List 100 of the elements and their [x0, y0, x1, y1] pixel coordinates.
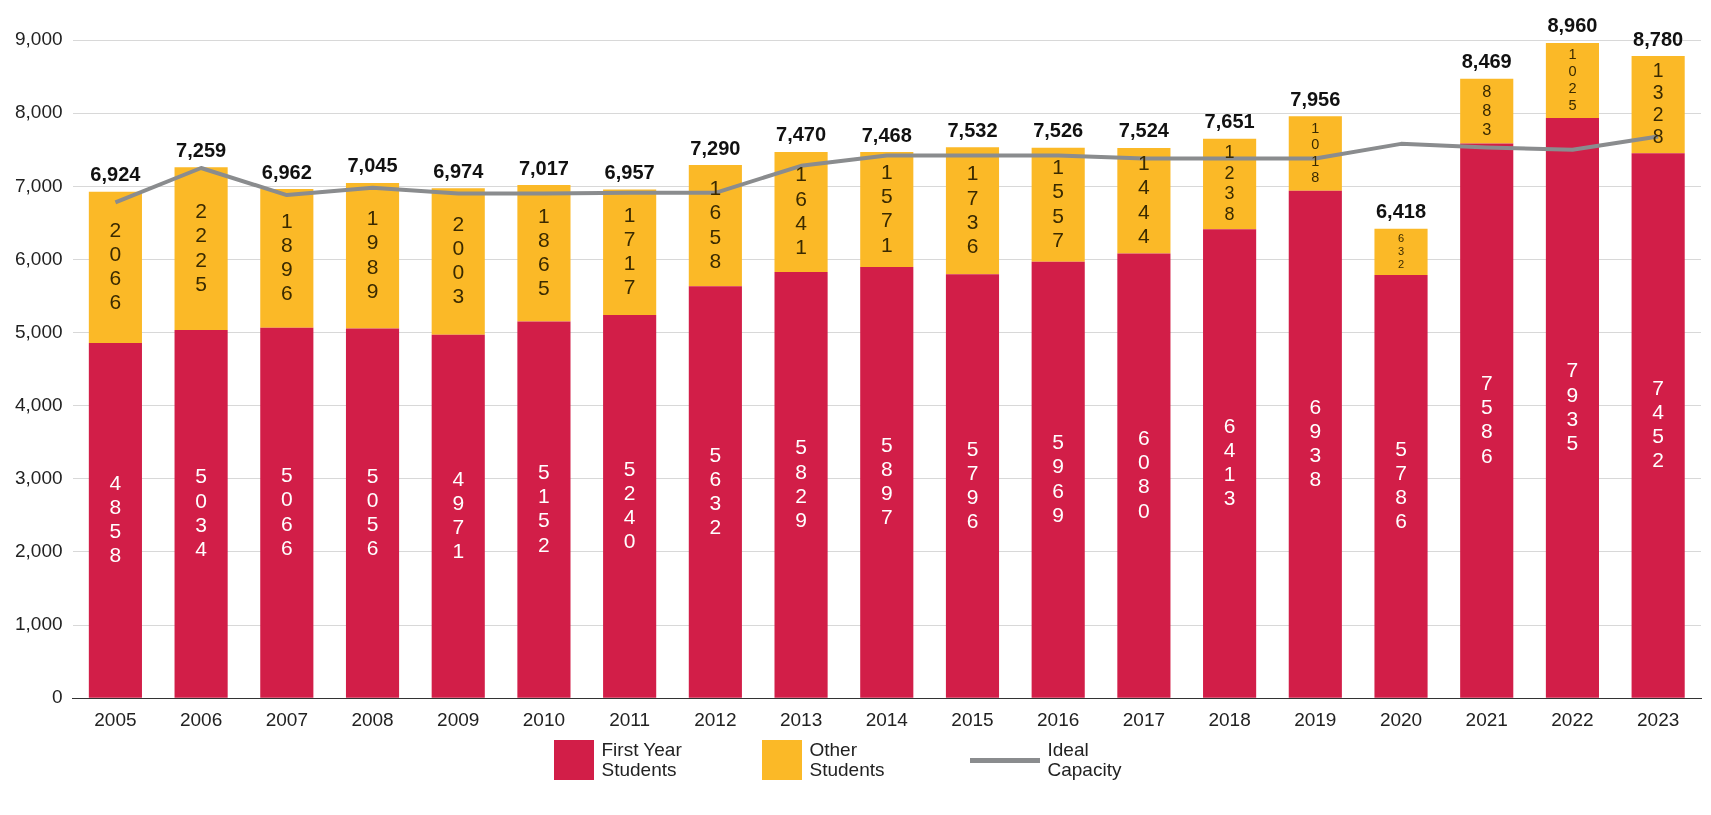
- x-tick-label: 2005: [94, 708, 137, 730]
- y-tick-label: 5,000: [15, 320, 63, 342]
- bar: [1545, 117, 1600, 698]
- bar: [174, 330, 228, 698]
- total-label: 6,418: [1375, 200, 1427, 223]
- data-label: 1865: [538, 203, 550, 300]
- x-tick-label: 2018: [1208, 708, 1251, 730]
- bar: [174, 167, 228, 331]
- total-label: 7,532: [947, 118, 998, 141]
- total-label: 7,017: [518, 156, 569, 179]
- legend-label: First Year Students: [601, 739, 683, 780]
- bar: [1631, 153, 1685, 698]
- x-tick-label: 2011: [609, 708, 651, 730]
- x-tick-label: 2013: [779, 708, 823, 730]
- bar: [345, 328, 400, 698]
- bar: [1545, 42, 1600, 118]
- legend-label: Other Students: [809, 739, 886, 780]
- data-label: 6080: [1138, 426, 1150, 522]
- x-tick-label: 2021: [1465, 708, 1508, 730]
- x-tick-label: 2007: [265, 708, 308, 730]
- total-label: 7,468: [861, 123, 912, 146]
- x-tick-label: 2017: [1122, 708, 1166, 730]
- bar: [1288, 190, 1342, 698]
- bar: [260, 189, 314, 328]
- bar: [345, 182, 400, 329]
- data-label: 7935: [1566, 358, 1579, 454]
- y-tick-label: 7,000: [15, 174, 63, 196]
- x-tick-label: 2012: [694, 708, 737, 730]
- bar: [688, 286, 742, 698]
- bar: [260, 327, 314, 698]
- data-label: 1238: [1224, 141, 1235, 224]
- bar: [431, 188, 485, 335]
- total-label: 7,259: [176, 138, 227, 161]
- bar: [1460, 78, 1514, 144]
- bar: [688, 165, 742, 287]
- x-tick-label: 2022: [1551, 708, 1594, 730]
- data-label: 2225: [195, 199, 207, 295]
- data-label: 1571: [880, 160, 893, 256]
- y-tick-label: 8,000: [15, 101, 63, 123]
- bar: [88, 342, 142, 698]
- y-tick-label: 4,000: [15, 393, 63, 415]
- data-label: 1989: [366, 206, 379, 302]
- total-label: 6,962: [261, 160, 312, 183]
- x-tick-label: 2015: [951, 708, 994, 730]
- bar: [945, 274, 1000, 698]
- total-label: 7,045: [347, 154, 398, 177]
- total-label: 7,524: [1118, 119, 1170, 142]
- bar: [431, 334, 485, 698]
- bar: [517, 321, 571, 698]
- bar: [1117, 147, 1171, 254]
- total-label: 7,651: [1204, 110, 1255, 133]
- data-label: 1641: [795, 162, 808, 258]
- data-label: 5066: [280, 463, 293, 559]
- total-label: 8,960: [1547, 14, 1598, 37]
- data-label: 6938: [1309, 394, 1322, 491]
- x-tick-label: 2014: [865, 708, 909, 730]
- data-label: 5152: [538, 460, 550, 556]
- data-label: 5632: [709, 442, 722, 539]
- bar: [774, 151, 828, 272]
- data-label: 5796: [966, 436, 979, 533]
- total-label: 8,780: [1633, 27, 1684, 50]
- total-label: 7,290: [690, 136, 741, 159]
- bar: [1374, 275, 1428, 698]
- y-tick-label: 6,000: [15, 247, 63, 269]
- x-tick-label: 2010: [522, 708, 566, 730]
- data-label: 632: [1397, 232, 1405, 270]
- data-label: 5969: [1052, 430, 1065, 526]
- bar: [774, 271, 828, 698]
- data-label: 1557: [1052, 155, 1065, 251]
- data-label: 1328: [1652, 58, 1664, 148]
- y-tick-label: 2,000: [15, 540, 63, 562]
- bar: [603, 189, 657, 315]
- data-label: 5829: [795, 435, 807, 531]
- bar: [1631, 56, 1685, 154]
- x-tick-label: 2008: [351, 708, 394, 730]
- bar: [860, 152, 914, 267]
- x-tick-label: 2009: [437, 708, 480, 730]
- bar: [945, 147, 1000, 275]
- data-label: 7586: [1480, 371, 1493, 467]
- data-label: 1736: [966, 161, 979, 257]
- data-label: 5034: [195, 464, 208, 560]
- data-label: 2066: [109, 217, 122, 314]
- y-tick-label: 1,000: [15, 613, 63, 635]
- x-tick-label: 2023: [1637, 708, 1680, 730]
- data-label: 5240: [623, 456, 636, 553]
- x-tick-label: 2020: [1379, 708, 1423, 730]
- bar: [1031, 147, 1085, 262]
- y-tick-label: 3,000: [15, 467, 63, 489]
- data-label: 5897: [880, 432, 893, 529]
- x-tick-label: 2006: [179, 708, 223, 730]
- legend-label: Ideal Capacity: [1047, 739, 1123, 780]
- data-label: 5056: [366, 463, 379, 560]
- y-tick-label: 0: [51, 686, 63, 708]
- bar: [88, 191, 142, 343]
- total-label: 6,974: [433, 159, 485, 182]
- x-tick-label: 2016: [1037, 708, 1080, 730]
- data-label: 1896: [280, 208, 293, 305]
- data-label: 5786: [1395, 436, 1407, 533]
- x-tick-label: 2019: [1294, 708, 1337, 730]
- total-label: 6,957: [604, 160, 655, 183]
